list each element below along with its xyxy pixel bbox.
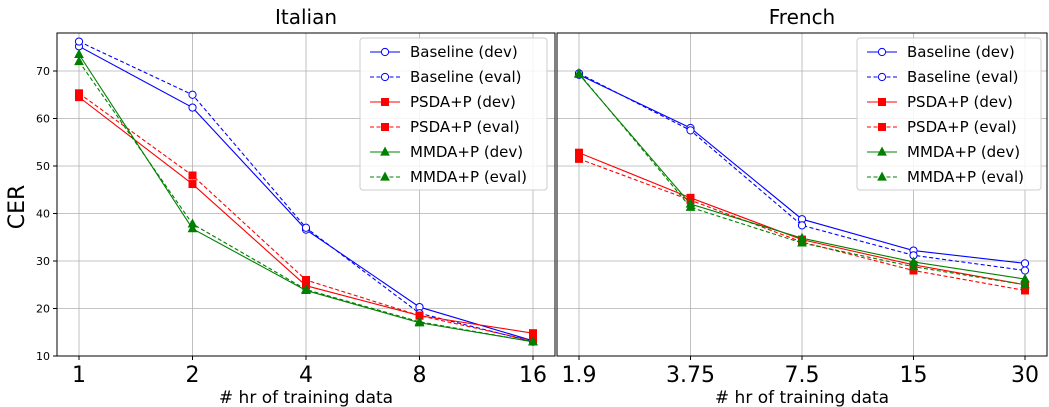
y-axis-label: CER bbox=[5, 185, 30, 230]
p1-legend-label-psda-p-eval: PSDA+P (eval) bbox=[907, 118, 1017, 136]
p1-legend-swatch-marker-baseline-dev bbox=[877, 47, 887, 57]
p1-legend-entry-psda-p-dev: PSDA+P (dev) bbox=[867, 93, 1013, 111]
french-panel: French 1.9 3.75 7.5 15 30 # hr of training dat… bbox=[556, 5, 1048, 407]
p0-y-tick-label-10: 10 bbox=[36, 350, 50, 363]
p0-legend-entry-mmda-p-dev: MMDA+P (dev) bbox=[370, 143, 523, 161]
p1-point-mmda-p-eval-15 bbox=[908, 261, 919, 271]
p0-point-psda-p-eval-1 bbox=[75, 89, 84, 98]
p0-point-mmda-p-eval-1 bbox=[74, 56, 84, 66]
p1-x-tick-label-3-75: 3.75 bbox=[666, 363, 715, 388]
p0-legend-entry-baseline-dev: Baseline (dev) bbox=[370, 43, 518, 61]
p1-series-mmda-p-eval bbox=[574, 67, 1030, 289]
p1-x-tick-label-15: 15 bbox=[900, 363, 928, 388]
p0-x-tick-label-8: 8 bbox=[413, 363, 427, 388]
p0-legend-swatch-marker-mmda-p-dev bbox=[380, 146, 390, 156]
p0-legend-entry-baseline-eval: Baseline (eval) bbox=[370, 68, 522, 86]
p1-point-baseline-eval-30 bbox=[1020, 266, 1030, 275]
p1-point-mmda-p-eval-30 bbox=[1020, 279, 1030, 289]
p1-point-mmda-p-eval-3-75 bbox=[685, 201, 696, 211]
p1-legend-label-mmda-p-dev: MMDA+P (dev) bbox=[907, 143, 1020, 161]
p0-legend-entry-psda-p-eval: PSDA+P (eval) bbox=[370, 118, 520, 136]
p0-y-tick-label-30: 30 bbox=[36, 255, 50, 268]
p0-legend-swatch-marker-psda-p-dev bbox=[380, 98, 389, 107]
p0-legend-label-psda-p-eval: PSDA+P (eval) bbox=[410, 118, 520, 136]
p0-y-tick-label-20: 20 bbox=[36, 303, 50, 316]
p0-legend-label-mmda-p-dev: MMDA+P (dev) bbox=[410, 143, 523, 161]
p1-legend-swatch-marker-psda-p-eval bbox=[878, 123, 887, 132]
p1-legend-box bbox=[856, 37, 1042, 191]
p0-point-mmda-p-dev-2 bbox=[187, 223, 198, 233]
p1-line-baseline-eval bbox=[578, 72, 1026, 272]
p0-point-psda-p-dev-16 bbox=[529, 329, 538, 338]
p0-point-psda-p-eval-4 bbox=[301, 275, 310, 284]
p0-legend-label-baseline-eval: Baseline (eval) bbox=[410, 68, 522, 86]
p0-legend-label-mmda-p-eval: MMDA+P (eval) bbox=[410, 168, 527, 186]
p1-legend-entry-mmda-p-eval: MMDA+P (eval) bbox=[867, 168, 1024, 186]
p0-y-tick-label-40: 40 bbox=[36, 208, 50, 221]
p1-legend-entry-baseline-dev: Baseline (dev) bbox=[867, 43, 1015, 61]
p1-legend-swatch-marker-mmda-p-eval bbox=[877, 171, 887, 181]
p1-legend-label-baseline-dev: Baseline (dev) bbox=[907, 43, 1015, 61]
p0-legend-label-psda-p-dev: PSDA+P (dev) bbox=[410, 93, 516, 111]
p1-legend-label-psda-p-dev: PSDA+P (dev) bbox=[907, 93, 1013, 111]
p0-legend-swatch-marker-baseline-dev bbox=[380, 47, 390, 57]
p0-point-psda-p-eval-2 bbox=[188, 171, 197, 180]
p1-point-mmda-p-eval-1-9 bbox=[574, 67, 584, 77]
p1-legend-label-mmda-p-eval: MMDA+P (eval) bbox=[907, 168, 1024, 186]
p1-title: French bbox=[769, 5, 835, 29]
p1-legend-swatch-marker-psda-p-dev bbox=[878, 98, 887, 107]
p0-x-tick-label-16: 16 bbox=[519, 363, 547, 388]
p0-x-tick-label-2: 2 bbox=[186, 363, 200, 388]
p1-line-mmda-p-eval bbox=[578, 73, 1026, 286]
p0-legend-label-baseline-dev: Baseline (dev) bbox=[410, 43, 518, 61]
p0-legend-swatch-marker-psda-p-eval bbox=[380, 123, 389, 132]
p1-legend-label-baseline-eval: Baseline (eval) bbox=[907, 68, 1019, 86]
p1-x-tick-label-1-9: 1.9 bbox=[562, 363, 597, 388]
p1-x-tick-label-7-5: 7.5 bbox=[785, 363, 820, 388]
p0-point-baseline-eval-2 bbox=[188, 90, 197, 99]
p1-legend-swatch-marker-mmda-p-dev bbox=[877, 146, 887, 156]
p1-legend-entry-baseline-eval: Baseline (eval) bbox=[867, 68, 1019, 86]
p1-legend: Baseline (dev) Baseline (eval) PSDA+P (dev… bbox=[856, 37, 1042, 191]
p0-point-baseline-eval-1 bbox=[74, 37, 84, 46]
p0-point-mmda-p-eval-16 bbox=[528, 336, 538, 346]
p0-point-baseline-eval-4 bbox=[301, 223, 311, 232]
p1-point-baseline-eval-3-75 bbox=[686, 126, 695, 135]
p1-point-baseline-eval-7-5 bbox=[797, 221, 807, 230]
p0-legend: Baseline (dev) Baseline (eval) PSDA+P (dev… bbox=[359, 37, 548, 191]
p0-title: Italian bbox=[275, 5, 337, 29]
p0-legend-swatch-marker-mmda-p-eval bbox=[380, 171, 390, 181]
p0-legend-swatch-marker-baseline-eval bbox=[380, 72, 390, 82]
p1-point-baseline-dev-30 bbox=[1020, 259, 1030, 268]
p0-point-baseline-dev-2 bbox=[188, 103, 197, 112]
p0-point-psda-p-dev-2 bbox=[188, 180, 197, 189]
p0-x-tick-label-4: 4 bbox=[299, 363, 313, 388]
p1-point-psda-p-eval-1-9 bbox=[575, 154, 584, 163]
p0-y-tick-label-70: 70 bbox=[36, 65, 50, 78]
p0-y-tick-label-60: 60 bbox=[36, 113, 50, 126]
p1-x-axis-label: # hr of training data bbox=[715, 388, 889, 407]
p0-legend-entry-psda-p-dev: PSDA+P (dev) bbox=[370, 93, 516, 111]
italian-panel: Italian 1 2 4 8 16 # hr of training data 10 20 30… bbox=[36, 5, 556, 407]
p0-point-mmda-p-eval-4 bbox=[301, 284, 311, 294]
p0-line-mmda-p-eval bbox=[78, 61, 534, 343]
p0-legend-box bbox=[359, 37, 548, 191]
p0-point-mmda-p-eval-2 bbox=[187, 218, 198, 228]
p1-legend-swatch-marker-baseline-eval bbox=[877, 72, 887, 82]
p1-legend-entry-psda-p-eval: PSDA+P (eval) bbox=[867, 118, 1017, 136]
p1-legend-entry-mmda-p-dev: MMDA+P (dev) bbox=[867, 143, 1020, 161]
p0-series-mmda-p-eval bbox=[74, 56, 538, 346]
p1-x-tick-label-30: 30 bbox=[1011, 363, 1039, 388]
p0-x-axis-label: # hr of training data bbox=[219, 388, 393, 407]
p0-y-tick-label-50: 50 bbox=[36, 160, 50, 173]
p0-legend-entry-mmda-p-eval: MMDA+P (eval) bbox=[370, 168, 527, 186]
p0-point-mmda-p-eval-8 bbox=[414, 316, 425, 326]
p1-point-mmda-p-eval-7-5 bbox=[797, 237, 807, 247]
p0-x-tick-label-1: 1 bbox=[72, 363, 86, 388]
